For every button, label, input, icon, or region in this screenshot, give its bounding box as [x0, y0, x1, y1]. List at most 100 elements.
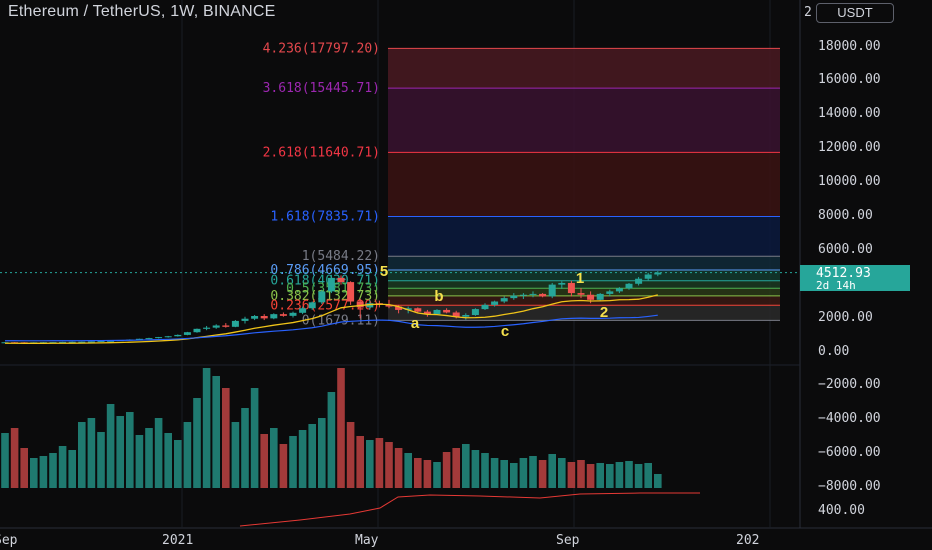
fib-level-label: 1.618(7835.71) — [270, 210, 380, 225]
volume-bar — [490, 458, 499, 488]
volume-bar — [366, 440, 374, 488]
volume-bar — [39, 456, 48, 488]
volume-bar — [644, 463, 652, 488]
volume-bar — [106, 404, 115, 488]
candle-body — [251, 316, 259, 319]
candle-body — [347, 282, 355, 302]
candle-body — [1, 342, 9, 344]
volume-bar — [596, 463, 604, 488]
price-axis-label: −6000.00 — [818, 445, 881, 460]
candle-body — [462, 315, 470, 317]
wave-label: 1 — [576, 270, 584, 287]
candle-body — [529, 293, 537, 295]
volume-bar — [385, 442, 393, 488]
candle-body — [615, 288, 623, 292]
candle-body — [433, 309, 441, 315]
volume-bar — [433, 462, 441, 488]
price-axis-label: 400.00 — [818, 503, 865, 518]
volume-bar — [423, 460, 432, 488]
volume-bar — [327, 392, 336, 488]
currency-button[interactable]: USDT — [816, 3, 894, 23]
candle-body — [644, 274, 652, 279]
volume-bar — [615, 462, 624, 488]
candle-body — [404, 308, 412, 310]
volume-bar — [519, 458, 528, 488]
candle-body — [385, 304, 393, 307]
volume-bar — [404, 453, 412, 488]
long-average-line — [4, 314, 658, 342]
candle-body — [452, 312, 460, 317]
candle-body — [337, 277, 345, 283]
candle-body — [606, 291, 614, 294]
volume-bar — [145, 428, 153, 488]
volume-bar — [634, 464, 643, 488]
volume-bar — [126, 412, 134, 488]
candle-body — [231, 320, 239, 327]
candle-body — [471, 309, 479, 315]
fib-zone — [388, 288, 780, 296]
price-axis-label: 18000.00 — [818, 39, 881, 54]
volume-bar — [78, 422, 86, 488]
price-axis-label: 16000.00 — [818, 72, 881, 87]
volume-bar — [183, 422, 192, 488]
candle-body — [212, 325, 220, 328]
candle-body — [577, 293, 585, 295]
fib-zone — [388, 269, 780, 281]
candle-body — [654, 272, 662, 275]
volume-bar — [164, 433, 172, 488]
bar-countdown: 2d 14h — [816, 279, 856, 292]
volume-bar — [222, 388, 230, 488]
candle-body — [635, 278, 643, 284]
volume-bar — [538, 460, 547, 488]
price-axis-label: −4000.00 — [818, 411, 881, 426]
candle-body — [500, 298, 508, 302]
candle-body — [356, 301, 364, 308]
candle-body — [519, 294, 527, 296]
candle-body — [174, 334, 182, 337]
moving-average-line — [4, 294, 658, 344]
candle-body — [193, 328, 201, 333]
volume-bar — [135, 435, 144, 488]
fib-zone — [388, 48, 780, 89]
indicator-line — [239, 492, 700, 527]
candle-body — [308, 302, 316, 309]
candle-body — [97, 341, 105, 343]
volume-bar — [567, 462, 576, 488]
time-axis-label: Sep — [556, 533, 580, 548]
candle-body — [567, 282, 575, 294]
volume-bar — [212, 376, 220, 488]
volume-bar — [394, 448, 403, 488]
candle-body — [491, 301, 499, 305]
candle-body — [510, 295, 518, 299]
candle-body — [203, 327, 211, 329]
last-price-tag: 4512.93 2d 14h — [800, 265, 910, 292]
last-price: 4512.93 — [816, 266, 871, 281]
volume-bar — [529, 456, 537, 488]
candle-body — [299, 308, 307, 313]
price-axis-label: 0.00 — [818, 344, 849, 359]
candle-body — [318, 291, 326, 303]
wave-label: 5 — [380, 263, 388, 280]
fib-zone — [388, 256, 780, 270]
wave-label: a — [411, 315, 420, 332]
volume-bar — [375, 438, 384, 488]
candle-body — [135, 338, 143, 340]
fib-zone — [388, 152, 780, 217]
volume-bar — [250, 388, 259, 488]
volume-bar — [510, 463, 518, 488]
volume-bar — [558, 458, 566, 488]
volume-bar — [308, 424, 316, 488]
candle-body — [539, 293, 547, 297]
volume-bar — [279, 444, 288, 488]
candle-body — [260, 316, 268, 319]
volume-bar — [586, 464, 595, 488]
fib-level-label: 1(5484.22) — [302, 249, 380, 264]
price-axis-label: 12000.00 — [818, 140, 881, 155]
volume-bar — [298, 430, 307, 488]
volume-bar — [481, 453, 489, 488]
price-axis-label: 14000.00 — [818, 106, 881, 121]
fib-level-label: 3.618(15445.71) — [263, 81, 380, 96]
volume-bar — [193, 398, 201, 488]
